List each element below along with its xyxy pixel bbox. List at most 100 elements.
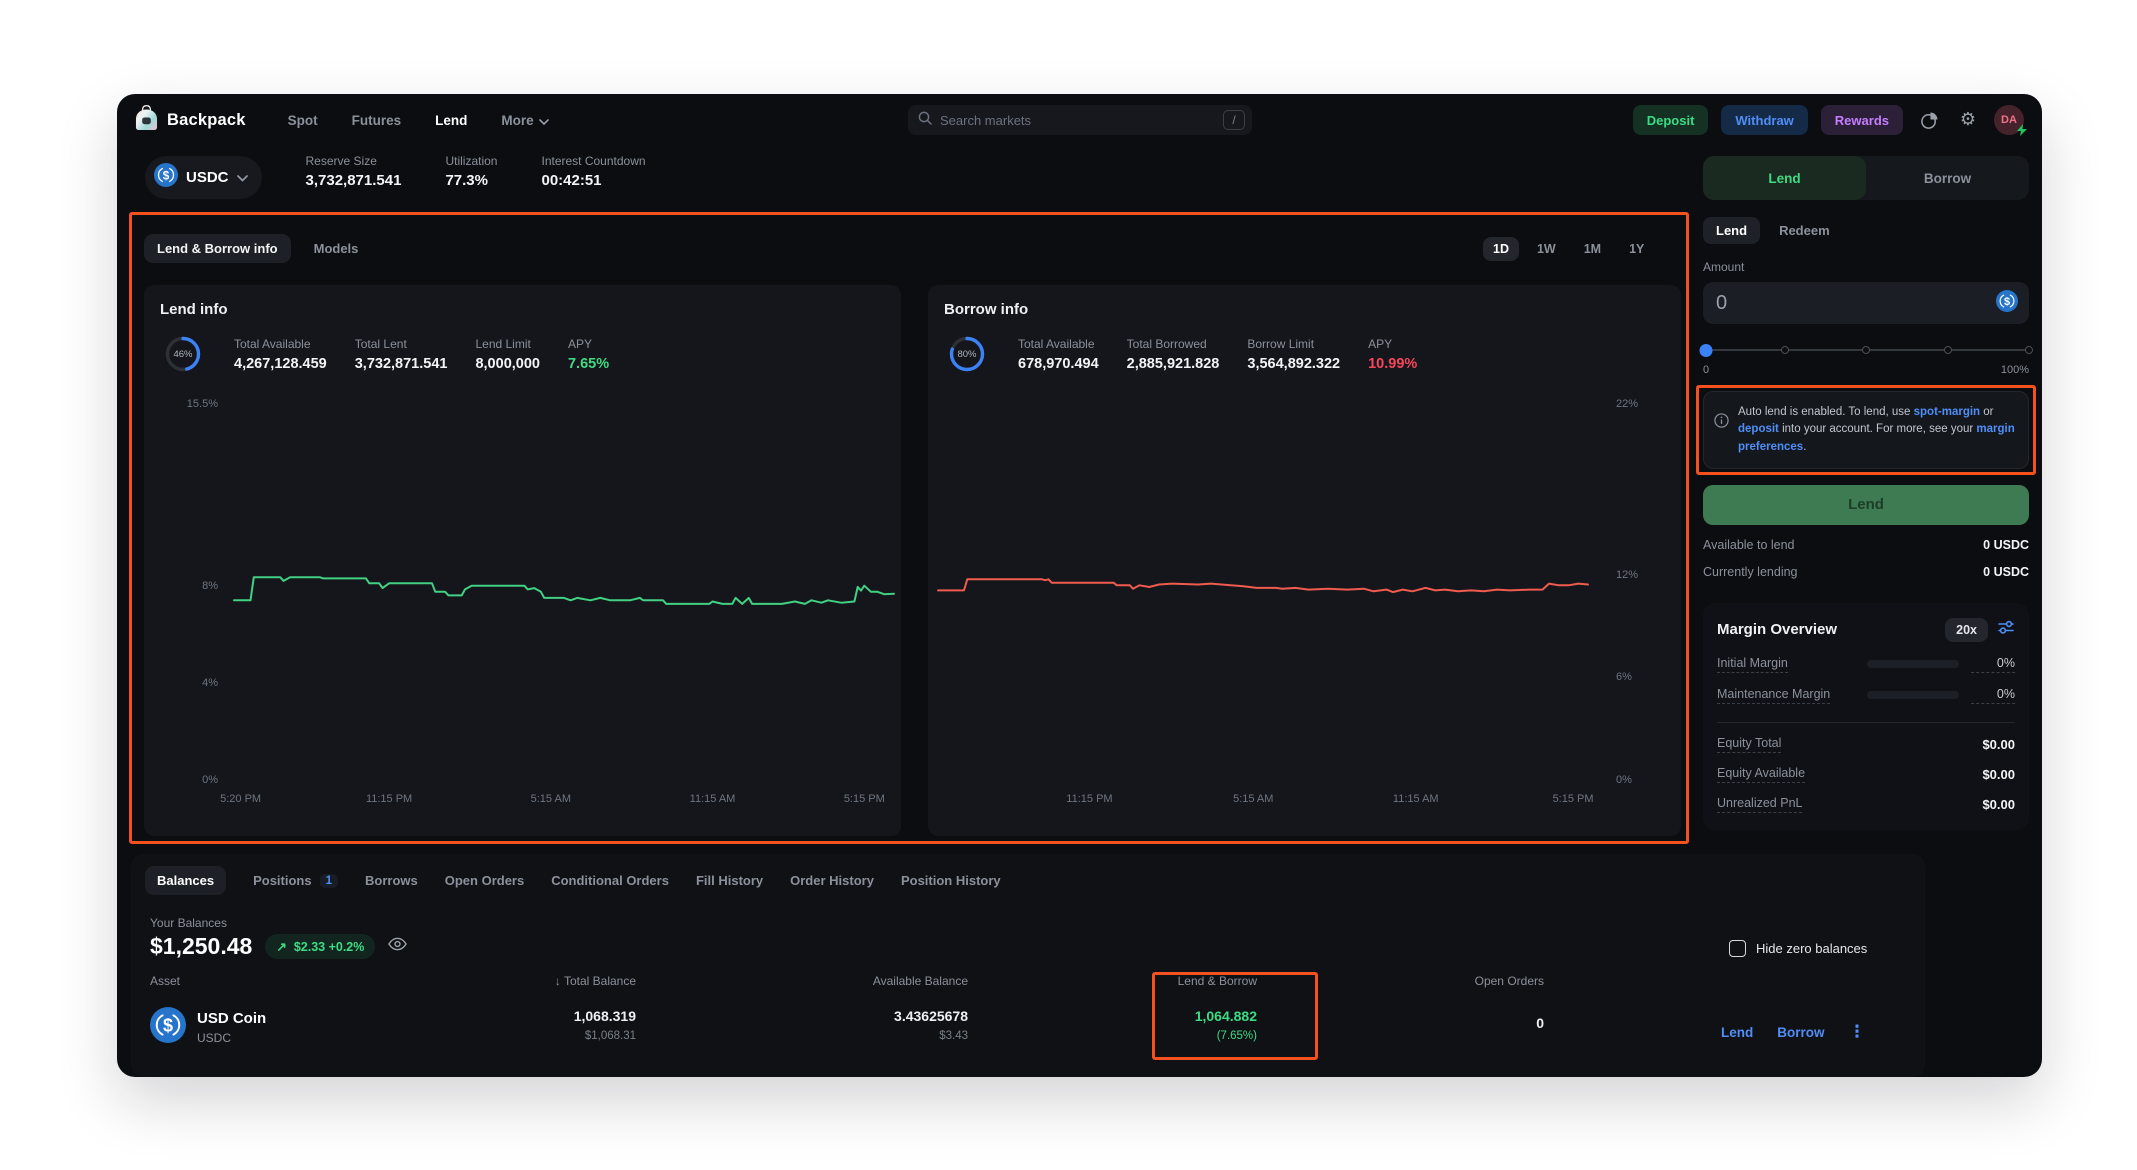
usdc-coin-icon: $	[150, 1007, 186, 1048]
deposit-button[interactable]: Deposit	[1632, 105, 1709, 135]
tab-order-history[interactable]: Order History	[790, 873, 874, 888]
leverage-badge[interactable]: 20x	[1945, 617, 1988, 642]
total-balance-cell: 1,068.319 $1,068.31	[573, 1008, 636, 1042]
notice-link[interactable]: margin preferences	[1738, 423, 2015, 453]
nav-links: Spot Futures Lend More	[288, 113, 549, 128]
nav-item-lend[interactable]: Lend	[435, 112, 468, 128]
borrow-info-card: Borrow info 80% Total Available 678,970.4…	[928, 285, 1681, 836]
tab-balances[interactable]: Balances	[145, 866, 227, 895]
row-borrow-button[interactable]: Borrow	[1777, 1024, 1825, 1040]
range-1w[interactable]: 1W	[1536, 242, 1556, 256]
slider-stop-50[interactable]	[1862, 346, 1870, 354]
row-actions: Lend Borrow ⋮	[1721, 1022, 1866, 1042]
chevron-down-icon	[236, 169, 248, 187]
y-axis-label: 4%	[202, 676, 218, 689]
nav-item-spot[interactable]: Spot	[287, 112, 318, 128]
slider-handle[interactable]	[1699, 343, 1713, 357]
slider-stop-100[interactable]	[2025, 346, 2033, 354]
notice-text: Auto lend is enabled. To lend, use spot-…	[1738, 406, 2015, 453]
available-to-lend-row: Available to lend 0 USDC	[1703, 537, 2029, 552]
header-open-orders[interactable]: Open Orders	[1474, 974, 1544, 988]
action-tab-lend[interactable]: Lend	[1703, 217, 1761, 244]
tab-positions[interactable]: Positions 1	[253, 866, 339, 895]
settings-gear-icon[interactable]: ⚙	[1959, 109, 1977, 130]
y-axis-label: 8%	[202, 579, 218, 592]
eye-icon[interactable]	[388, 937, 408, 956]
tab-fill-history[interactable]: Fill History	[695, 873, 764, 888]
tab-models[interactable]: Models	[313, 241, 359, 256]
slider-stop-25[interactable]	[1780, 346, 1789, 354]
open-orders-cell: 0	[1536, 1015, 1544, 1031]
nav-actions: Deposit Withdraw Rewards ⚙ DA	[1632, 105, 2027, 136]
x-axis-label: 11:15 PM	[365, 793, 413, 805]
token-bar: $ USDC Reserve Size 3,732,871.541 Utiliz…	[145, 154, 646, 206]
row-menu-dots-icon[interactable]: ⋮	[1848, 1022, 1866, 1042]
search-bar[interactable]: /	[908, 105, 1252, 135]
portfolio-pie-icon[interactable]	[1916, 107, 1942, 133]
amount-slider[interactable]	[1699, 343, 2033, 357]
notice-link[interactable]: spot-margin	[1913, 406, 1981, 418]
y-axis-label: 0%	[202, 774, 218, 786]
avatar[interactable]: DA	[1994, 105, 2027, 136]
rewards-button[interactable]: Rewards	[1820, 105, 1903, 135]
slider-min-label: 0	[1703, 364, 1710, 376]
token-selector[interactable]: $ USDC	[145, 156, 262, 199]
nav-item-more[interactable]: More	[501, 113, 549, 128]
tab-position-history[interactable]: Position History	[900, 873, 1001, 888]
mode-tab-borrow[interactable]: Borrow	[1923, 170, 1972, 186]
stat-total-borrowed: Total Borrowed 2,885,921.828	[1126, 336, 1220, 372]
slider-stop-75[interactable]	[1943, 346, 1952, 354]
stat-label: Reserve Size	[305, 154, 377, 168]
brand[interactable]: Backpack	[135, 104, 246, 136]
asset-name: USD Coin	[197, 1010, 267, 1027]
maintenance-margin-bar	[1867, 691, 1959, 700]
hide-zero-checkbox[interactable]	[1729, 940, 1746, 957]
header-lend-borrow[interactable]: Lend & Borrow	[1177, 974, 1257, 988]
amount-field[interactable]: $	[1703, 282, 2029, 324]
range-1d[interactable]: 1D	[1483, 237, 1519, 261]
borrow-info-title: Borrow info	[944, 301, 1029, 318]
auto-lend-notice: Auto lend is enabled. To lend, use spot-…	[1696, 385, 2036, 475]
margin-preferences-icon[interactable]	[1997, 618, 2015, 641]
stat-interest-countdown: Interest Countdown 00:42:51	[541, 154, 645, 189]
time-range-switcher: 1D 1W 1M 1Y	[1483, 237, 1654, 261]
stat-utilization: Utilization 77.3%	[445, 154, 497, 189]
range-1y[interactable]: 1Y	[1629, 242, 1645, 256]
balances-panel: Balances Positions 1 Borrows Open Orders…	[131, 854, 1925, 1077]
bottom-tabs: Balances Positions 1 Borrows Open Orders…	[145, 866, 1001, 895]
search-input[interactable]	[940, 112, 1215, 128]
tab-lend-borrow-info[interactable]: Lend & Borrow info	[144, 234, 291, 263]
stat-total-available: Total Available 678,970.494	[1018, 336, 1099, 372]
lend-submit-button[interactable]: Lend	[1703, 484, 2029, 525]
x-axis-label: 5:15 PM	[843, 793, 885, 805]
asset-cell[interactable]: $ USD Coin USDC	[150, 1007, 266, 1048]
chevron-down-icon	[538, 113, 549, 128]
tab-borrows[interactable]: Borrows	[365, 873, 418, 888]
lend-apy-line	[233, 576, 895, 605]
header-available-balance[interactable]: Available Balance	[872, 974, 968, 988]
token-name: USDC	[186, 169, 229, 186]
asset-symbol: USDC	[197, 1031, 232, 1045]
borrow-apy-line	[937, 578, 1589, 594]
hide-zero-balances-toggle[interactable]: Hide zero balances	[1729, 940, 1867, 957]
donut-percent-label: 80%	[957, 348, 977, 360]
usdc-coin-icon: $	[154, 163, 178, 192]
chart-section-tabs: Lend & Borrow info Models	[144, 234, 371, 263]
withdraw-button[interactable]: Withdraw	[1721, 105, 1808, 135]
positions-count-badge: 1	[319, 873, 339, 888]
nav-item-futures[interactable]: Futures	[351, 112, 402, 128]
table-header: Asset ↓ Total Balance Available Balance …	[131, 974, 1925, 994]
maintenance-margin-row: Maintenance Margin 0%	[1717, 687, 2015, 704]
header-asset[interactable]: Asset	[150, 974, 181, 988]
amount-input[interactable]	[1716, 291, 1988, 315]
tab-open-orders[interactable]: Open Orders	[444, 873, 525, 888]
row-lend-button[interactable]: Lend	[1721, 1024, 1754, 1040]
mode-tab-lend[interactable]: Lend	[1703, 156, 1866, 200]
tab-conditional-orders[interactable]: Conditional Orders	[551, 873, 669, 888]
action-tab-redeem[interactable]: Redeem	[1779, 223, 1830, 238]
notice-link[interactable]: deposit	[1738, 423, 1779, 436]
header-total-balance[interactable]: ↓ Total Balance	[554, 974, 636, 988]
range-1m[interactable]: 1M	[1583, 242, 1602, 256]
balance-change-badge: ↗ $2.33 +0.2%	[265, 934, 376, 959]
lend-redeem-tabs: Lend Redeem	[1703, 217, 2029, 244]
